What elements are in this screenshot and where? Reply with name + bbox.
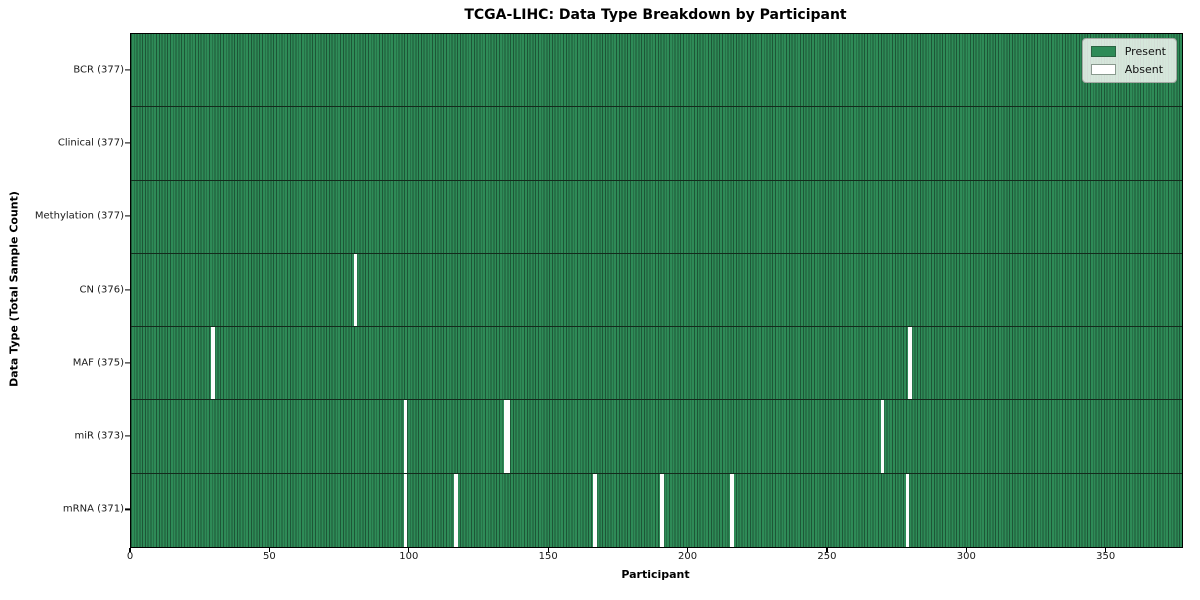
absent-cell-MAF-279 xyxy=(908,327,912,400)
x-tick-mark xyxy=(826,547,828,552)
x-tick-label-150: 150 xyxy=(538,551,558,562)
x-tick-label-300: 300 xyxy=(956,551,976,562)
absent-cell-mRNA-215 xyxy=(730,473,734,547)
row-CN xyxy=(131,253,1182,328)
absent-cell-mRNA-278 xyxy=(905,473,910,547)
x-tick-label-0: 0 xyxy=(126,551,134,562)
y-tick-label-Clinical: Clinical (377) xyxy=(57,137,124,149)
y-tick-label-miR: miR (373) xyxy=(74,430,124,442)
absent-cell-miR-98 xyxy=(403,400,408,473)
absent-cell-mRNA-166 xyxy=(593,473,597,547)
x-tick-mark xyxy=(268,547,270,552)
absent-cell-CN-80 xyxy=(353,253,358,327)
present-swatch-icon xyxy=(1090,46,1116,57)
legend-label-absent: Absent xyxy=(1124,63,1164,76)
row-miR xyxy=(131,400,1182,474)
x-tick-mark xyxy=(547,547,549,552)
row-Clinical xyxy=(131,107,1182,181)
x-axis-label: Participant xyxy=(621,568,690,581)
y-tick-mark xyxy=(125,362,130,364)
absent-cell-mRNA-190 xyxy=(660,473,664,547)
y-tick-label-Methylation: Methylation (377) xyxy=(34,210,124,222)
absent-cell-mRNA-116 xyxy=(454,473,458,547)
y-tick-mark xyxy=(125,288,130,291)
row-BCR xyxy=(131,34,1182,108)
legend-label-present: Present xyxy=(1124,45,1166,58)
y-tick-label-mRNA: mRNA (371) xyxy=(62,503,124,515)
x-tick-mark xyxy=(408,547,410,552)
legend-item-present: Present xyxy=(1090,45,1166,58)
x-tick-mark xyxy=(686,547,689,552)
y-tick-mark xyxy=(125,435,130,437)
x-tick-mark xyxy=(965,547,967,552)
y-tick-mark xyxy=(125,69,130,71)
plot-area: Present Absent xyxy=(130,33,1183,548)
absent-cell-mRNA-98 xyxy=(403,473,408,547)
absent-swatch-icon xyxy=(1090,64,1116,75)
row-Methylation xyxy=(131,180,1182,254)
x-tick-mark xyxy=(129,547,131,552)
y-tick-mark xyxy=(125,215,130,217)
x-tick-label-350: 350 xyxy=(1096,551,1116,562)
absent-cell-miR-269 xyxy=(880,400,885,473)
y-tick-label-CN: CN (376) xyxy=(79,284,124,295)
y-tick-mark xyxy=(125,508,130,510)
legend: Present Absent xyxy=(1081,38,1177,83)
row-mRNA xyxy=(131,473,1182,547)
x-tick-label-200: 200 xyxy=(678,551,698,562)
x-tick-label-250: 250 xyxy=(817,551,837,562)
legend-item-absent: Absent xyxy=(1090,63,1166,76)
chart-title: TCGA-LIHC: Data Type Breakdown by Partic… xyxy=(464,7,847,23)
x-tick-mark xyxy=(1105,547,1107,552)
y-tick-label-BCR: BCR (377) xyxy=(73,64,124,76)
x-tick-label-100: 100 xyxy=(399,551,419,562)
y-tick-label-MAF: MAF (375) xyxy=(72,357,124,369)
absent-cell-miR-134 xyxy=(504,400,508,473)
y-tick-mark xyxy=(125,142,130,144)
absent-cell-miR-135 xyxy=(507,400,511,473)
x-tick-label-50: 50 xyxy=(263,551,276,562)
row-MAF xyxy=(131,327,1182,401)
absent-cell-MAF-29 xyxy=(211,327,215,400)
